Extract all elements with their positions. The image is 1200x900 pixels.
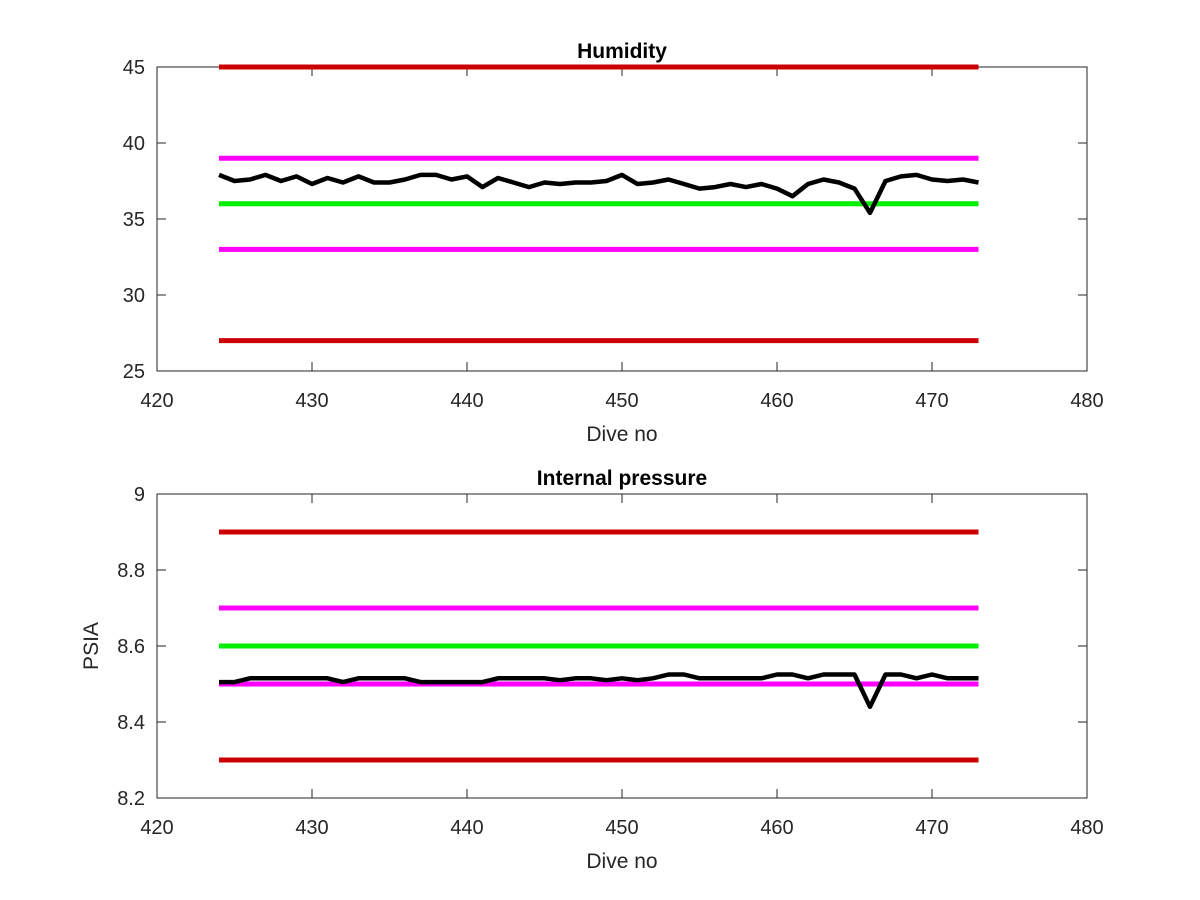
y-tick-label: 8.6 — [117, 636, 145, 658]
plot-area — [156, 66, 1088, 372]
chart-2: 420 430 440 450 460 470 480 8.2 8.4 8.6 8.8 9 Intern… — [80, 467, 1104, 873]
x-tick-label: 450 — [605, 817, 638, 839]
y-tick-label: 45 — [123, 57, 145, 79]
chart-1: 420 430 440 450 460 470 480 25 30 35 40 45 Humidity D… — [123, 40, 1104, 446]
y-axis-label: PSIA — [80, 622, 103, 670]
x-tick-label: 430 — [295, 817, 328, 839]
y-tick-label: 40 — [123, 133, 145, 155]
y-tick-label: 8.8 — [117, 560, 145, 582]
x-tick-label: 480 — [1070, 817, 1103, 839]
y-tick-label: 30 — [123, 285, 145, 307]
y-tick-label: 25 — [123, 361, 145, 383]
x-axis-label: Dive no — [586, 423, 657, 446]
x-tick-label: 440 — [450, 817, 483, 839]
y-tick-label: 8.2 — [117, 788, 145, 810]
chart-title: Humidity — [577, 40, 667, 63]
y-tick-label: 35 — [123, 209, 145, 231]
chart-title: Internal pressure — [537, 467, 707, 490]
y-tick-label: 8.4 — [117, 712, 145, 734]
series-line — [219, 672, 979, 710]
x-tick-label: 440 — [450, 390, 483, 412]
x-tick-label: 460 — [760, 817, 793, 839]
x-tick-label: 470 — [915, 390, 948, 412]
x-tick-label: 480 — [1070, 390, 1103, 412]
series-line — [218, 172, 979, 216]
x-tick-label: 450 — [605, 390, 638, 412]
x-tick-label: 420 — [140, 390, 173, 412]
x-tick-label: 430 — [295, 390, 328, 412]
x-axis-label: Dive no — [586, 850, 657, 873]
y-tick-label: 9 — [134, 484, 145, 506]
x-tick-label: 420 — [140, 817, 173, 839]
x-tick-label: 470 — [915, 817, 948, 839]
x-tick-label: 460 — [760, 390, 793, 412]
